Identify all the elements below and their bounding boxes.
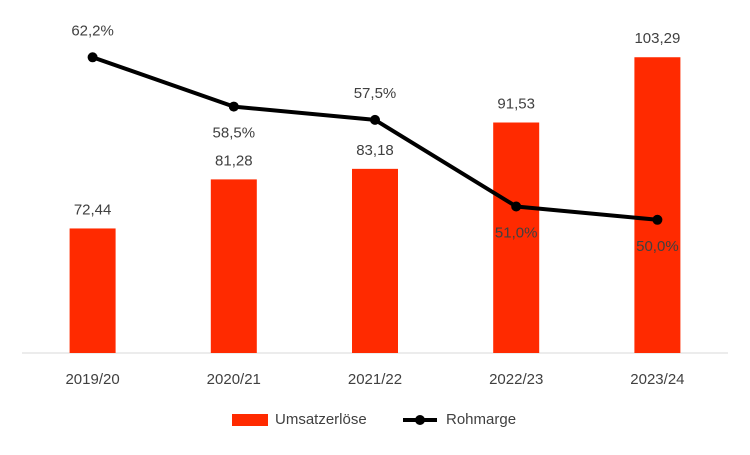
x-tick-label: 2023/24 <box>630 371 684 388</box>
line-value-label: 51,0% <box>495 224 538 241</box>
line-point <box>228 101 239 112</box>
line-point <box>87 52 98 63</box>
bar-value-label: 81,28 <box>215 152 253 169</box>
line-point <box>511 201 522 212</box>
x-tick-label: 2020/21 <box>207 371 261 388</box>
bar <box>634 57 681 353</box>
line-point <box>652 214 663 225</box>
line-value-label: 58,5% <box>213 125 256 142</box>
bar-value-label: 91,53 <box>497 95 535 112</box>
bar <box>493 122 540 353</box>
x-tick-label: 2021/22 <box>348 371 402 388</box>
bar-value-label: 72,44 <box>74 201 112 218</box>
line-value-label: 50,0% <box>636 238 679 255</box>
legend-label: Rohmarge <box>446 411 516 428</box>
legend-label: Umsatzerlöse <box>275 411 367 428</box>
bar <box>352 168 398 353</box>
bar <box>210 179 257 353</box>
x-tick-label: 2019/20 <box>65 371 119 388</box>
bar-value-label: 83,18 <box>356 142 394 159</box>
legend-marker <box>415 415 425 425</box>
line-value-label: 62,2% <box>71 22 114 39</box>
legend-swatch <box>232 414 268 426</box>
line-value-label: 57,5% <box>354 85 397 102</box>
bar <box>69 228 116 353</box>
line-point <box>370 114 380 125</box>
x-tick-label: 2022/23 <box>489 371 543 388</box>
bar-value-label: 103,29 <box>634 30 680 47</box>
